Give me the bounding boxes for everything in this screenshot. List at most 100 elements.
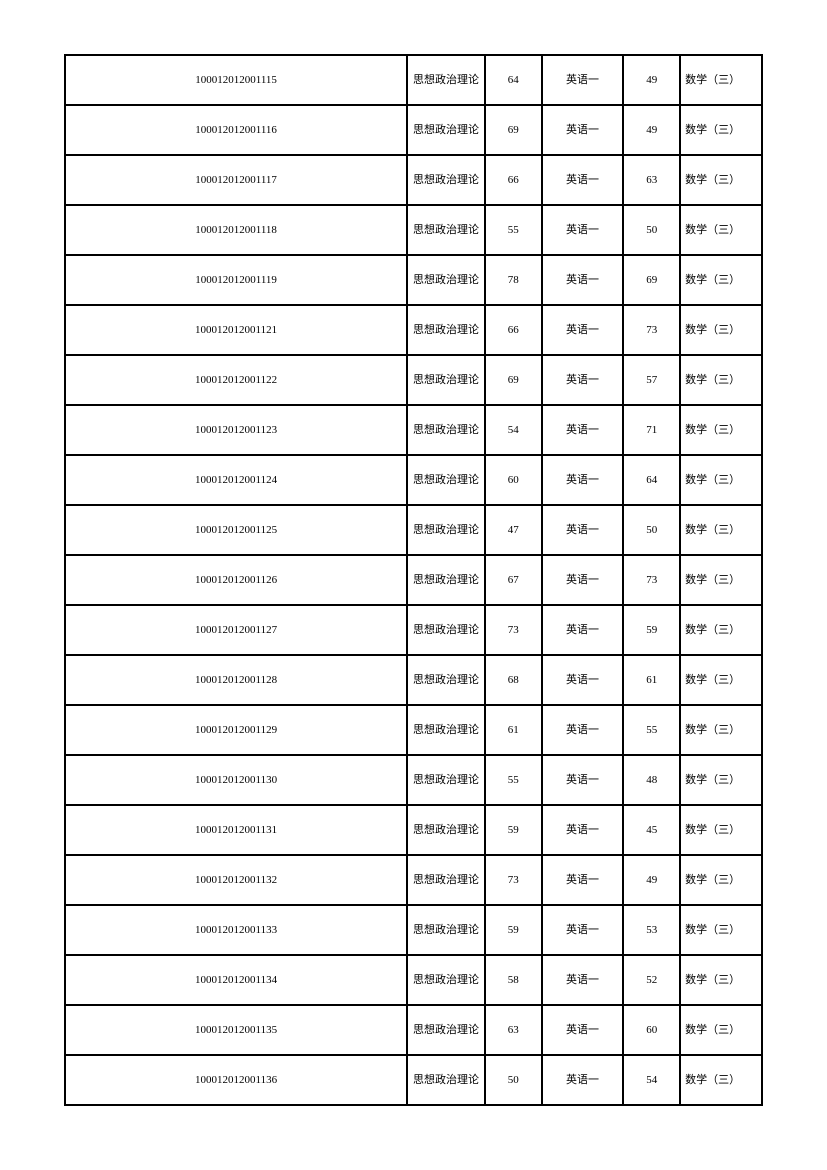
cell-sub1: 思想政治理论 [407,355,485,405]
cell-sc1: 67 [485,555,542,605]
cell-sub3: 数学（三） [680,1005,762,1055]
cell-sub2: 英语一 [542,955,624,1005]
cell-id: 100012012001129 [65,705,407,755]
table-row: 100012012001136思想政治理论50英语一54数学（三） [65,1055,762,1105]
table-row: 100012012001118思想政治理论55英语一50数学（三） [65,205,762,255]
cell-sub1: 思想政治理论 [407,505,485,555]
cell-sub2: 英语一 [542,105,624,155]
table-row: 100012012001130思想政治理论55英语一48数学（三） [65,755,762,805]
cell-sc2: 53 [623,905,680,955]
cell-sc1: 64 [485,55,542,105]
cell-id: 100012012001122 [65,355,407,405]
cell-id: 100012012001133 [65,905,407,955]
table-row: 100012012001121思想政治理论66英语一73数学（三） [65,305,762,355]
cell-sub1: 思想政治理论 [407,1005,485,1055]
cell-sub2: 英语一 [542,755,624,805]
cell-sc2: 69 [623,255,680,305]
cell-sc1: 78 [485,255,542,305]
cell-sub2: 英语一 [542,255,624,305]
cell-id: 100012012001117 [65,155,407,205]
cell-id: 100012012001132 [65,855,407,905]
table-row: 100012012001129思想政治理论61英语一55数学（三） [65,705,762,755]
cell-sc2: 57 [623,355,680,405]
table-row: 100012012001132思想政治理论73英语一49数学（三） [65,855,762,905]
table-row: 100012012001116思想政治理论69英语一49数学（三） [65,105,762,155]
cell-sc2: 60 [623,1005,680,1055]
cell-sub3: 数学（三） [680,355,762,405]
cell-sub1: 思想政治理论 [407,955,485,1005]
cell-sub2: 英语一 [542,205,624,255]
cell-sub2: 英语一 [542,455,624,505]
cell-sc2: 71 [623,405,680,455]
cell-sc1: 55 [485,755,542,805]
cell-sub3: 数学（三） [680,605,762,655]
cell-sc2: 73 [623,305,680,355]
table-row: 100012012001126思想政治理论67英语一73数学（三） [65,555,762,605]
cell-id: 100012012001116 [65,105,407,155]
cell-sub2: 英语一 [542,405,624,455]
cell-sub3: 数学（三） [680,155,762,205]
cell-sub3: 数学（三） [680,405,762,455]
cell-id: 100012012001125 [65,505,407,555]
cell-sub1: 思想政治理论 [407,1055,485,1105]
table-row: 100012012001122思想政治理论69英语一57数学（三） [65,355,762,405]
cell-sc1: 73 [485,855,542,905]
cell-id: 100012012001128 [65,655,407,705]
table-row: 100012012001134思想政治理论58英语一52数学（三） [65,955,762,1005]
cell-id: 100012012001126 [65,555,407,605]
cell-sub1: 思想政治理论 [407,305,485,355]
cell-sub2: 英语一 [542,1005,624,1055]
cell-sc2: 50 [623,505,680,555]
cell-sub2: 英语一 [542,905,624,955]
cell-sc1: 55 [485,205,542,255]
cell-sc2: 49 [623,105,680,155]
cell-sub2: 英语一 [542,555,624,605]
cell-sub1: 思想政治理论 [407,805,485,855]
cell-sc2: 55 [623,705,680,755]
cell-sub1: 思想政治理论 [407,605,485,655]
cell-sc1: 47 [485,505,542,555]
table-row: 100012012001119思想政治理论78英语一69数学（三） [65,255,762,305]
cell-sub1: 思想政治理论 [407,705,485,755]
cell-sc2: 48 [623,755,680,805]
cell-sub2: 英语一 [542,855,624,905]
table-row: 100012012001133思想政治理论59英语一53数学（三） [65,905,762,955]
cell-sc2: 61 [623,655,680,705]
cell-sc2: 49 [623,855,680,905]
cell-id: 100012012001118 [65,205,407,255]
cell-sc1: 63 [485,1005,542,1055]
cell-sub2: 英语一 [542,305,624,355]
cell-id: 100012012001115 [65,55,407,105]
cell-sub1: 思想政治理论 [407,255,485,305]
cell-sc1: 61 [485,705,542,755]
cell-sub3: 数学（三） [680,705,762,755]
cell-id: 100012012001124 [65,455,407,505]
table-row: 100012012001125思想政治理论47英语一50数学（三） [65,505,762,555]
cell-sub3: 数学（三） [680,1055,762,1105]
table-row: 100012012001124思想政治理论60英语一64数学（三） [65,455,762,505]
cell-sc2: 49 [623,55,680,105]
cell-sub1: 思想政治理论 [407,905,485,955]
cell-sc2: 50 [623,205,680,255]
cell-sub3: 数学（三） [680,55,762,105]
cell-sc1: 58 [485,955,542,1005]
cell-sub3: 数学（三） [680,105,762,155]
cell-sub2: 英语一 [542,155,624,205]
cell-sub2: 英语一 [542,655,624,705]
cell-sc1: 59 [485,805,542,855]
cell-sc1: 68 [485,655,542,705]
cell-sc1: 66 [485,305,542,355]
cell-sub3: 数学（三） [680,455,762,505]
scores-table: 100012012001115思想政治理论64英语一49数学（三）1000120… [64,54,763,1106]
cell-sub2: 英语一 [542,805,624,855]
table-row: 100012012001135思想政治理论63英语一60数学（三） [65,1005,762,1055]
cell-id: 100012012001119 [65,255,407,305]
cell-sub3: 数学（三） [680,555,762,605]
cell-sub3: 数学（三） [680,805,762,855]
cell-sc2: 63 [623,155,680,205]
table-row: 100012012001115思想政治理论64英语一49数学（三） [65,55,762,105]
cell-sc1: 60 [485,455,542,505]
cell-sub3: 数学（三） [680,655,762,705]
cell-sub2: 英语一 [542,505,624,555]
cell-sc1: 54 [485,405,542,455]
